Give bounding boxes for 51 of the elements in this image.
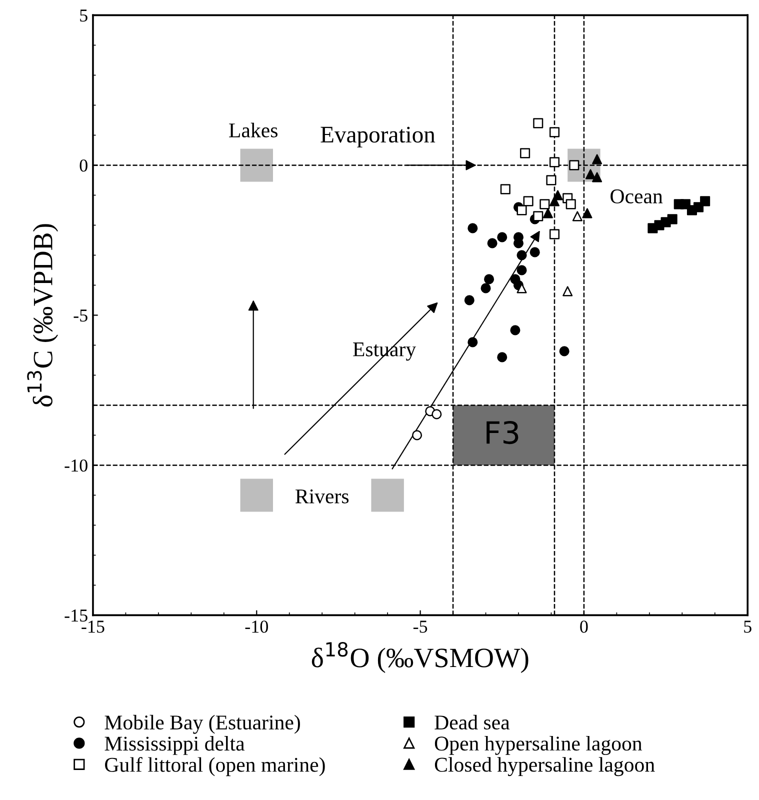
point (700, 196, 710, 206)
y-tick-label: -5 (74, 310, 88, 322)
legend-label: Mobile Bay (Estuarine) (104, 714, 300, 734)
annotation: F3 (486, 420, 518, 444)
point (497, 232, 508, 242)
annotation: Rivers (296, 489, 349, 504)
annotation: Ocean (610, 189, 663, 204)
point (559, 346, 570, 356)
point (487, 238, 498, 248)
y-tick-label: -10 (64, 459, 88, 472)
point (549, 127, 560, 138)
point (549, 229, 560, 240)
legend-label: Closed hypersaline lagoon (434, 757, 655, 776)
point (582, 208, 592, 218)
y-axis-title: δ$^{13}$C (‰VPDB) (27, 224, 58, 407)
legend-label: Open hypersaline lagoon (434, 736, 642, 755)
point (497, 352, 508, 362)
point (484, 274, 494, 284)
point (592, 154, 602, 164)
y-tick-label: 0 (80, 159, 88, 172)
legend-label: Dead sea (434, 714, 510, 730)
point (566, 199, 576, 210)
point (468, 223, 478, 234)
point (516, 265, 527, 276)
point (549, 196, 560, 206)
x-axis-title: δ$^{18}$O (‰VSMOW) (312, 642, 528, 673)
legend-label: Mississippi delta (104, 736, 245, 755)
x-tick-label: -10 (245, 620, 268, 633)
annotation: Lakes (229, 122, 278, 138)
y-tick-label: -15 (64, 610, 88, 622)
x-tick-label: 0 (580, 620, 588, 633)
point (549, 157, 560, 168)
point (480, 283, 491, 294)
point (585, 169, 596, 180)
point (516, 205, 527, 216)
point (464, 295, 474, 306)
y-tick-label: 5 (80, 10, 88, 22)
point (667, 214, 678, 224)
point (546, 175, 556, 186)
point (510, 325, 520, 336)
point (530, 247, 540, 258)
x-tick-label: 5 (744, 620, 752, 633)
point (533, 211, 544, 222)
x-tick-label: -5 (413, 620, 428, 633)
point (542, 208, 553, 218)
point (592, 172, 602, 182)
point (569, 160, 580, 170)
point (468, 337, 478, 348)
annotation: Evaporation (320, 126, 436, 148)
legend-label: Gulf littoral (open marine) (105, 757, 325, 776)
point (516, 250, 527, 260)
